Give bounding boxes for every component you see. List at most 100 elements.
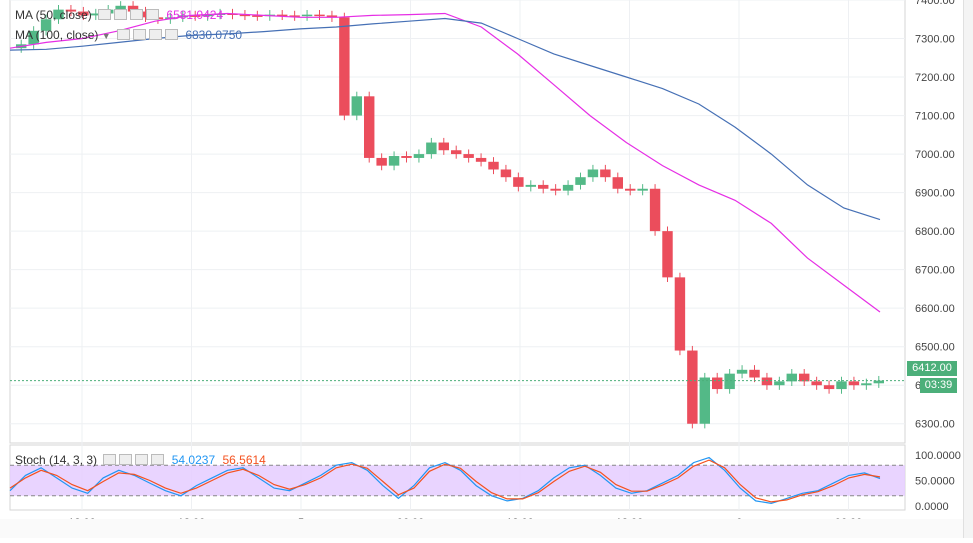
- candle-body: [140, 11, 151, 18]
- candle-body: [40, 19, 52, 31]
- candle-body: [401, 156, 412, 158]
- candle-body: [65, 9, 77, 12]
- candle-body: [538, 184, 549, 189]
- candle-body: [314, 14, 325, 17]
- candle-body: [600, 169, 611, 178]
- candle-body: [525, 184, 536, 187]
- candle-body: [488, 161, 499, 170]
- bottom-scrollbar[interactable]: [0, 519, 963, 538]
- candle-body: [301, 14, 313, 17]
- candle-body: [649, 188, 661, 232]
- collapse-icon[interactable]: ▼: [101, 31, 111, 41]
- more-icon[interactable]: [164, 29, 178, 40]
- stoch-band: [10, 465, 905, 496]
- eye-icon[interactable]: [98, 9, 112, 20]
- candle-body: [351, 96, 362, 116]
- y-tick-label: 7400.00: [915, 0, 955, 7]
- more-icon[interactable]: [151, 454, 165, 465]
- candle-body: [699, 377, 710, 424]
- stoch-tick-label: 50.0000: [915, 476, 955, 488]
- stoch-tick-label: 0.0000: [915, 501, 949, 513]
- candle-body: [451, 150, 462, 155]
- candle-body: [836, 381, 847, 390]
- settings-icon[interactable]: [132, 29, 146, 40]
- candle-body: [861, 383, 872, 386]
- ma50-legend[interactable]: MA (50, close) 6581.0424: [15, 8, 223, 22]
- eye-icon[interactable]: [103, 454, 117, 465]
- candle-body: [761, 377, 773, 386]
- candle-body: [550, 188, 561, 191]
- candle-body: [190, 15, 201, 17]
- ma50-line: [9, 12, 881, 313]
- candle-body: [625, 188, 636, 191]
- candle-body: [587, 169, 599, 178]
- candle-body: [799, 373, 810, 382]
- candle-body: [674, 277, 686, 351]
- y-tick-label: 7100.00: [915, 111, 955, 123]
- ma50-label: MA (50, close): [15, 8, 92, 22]
- stoch-pane: [9, 456, 905, 505]
- candle-body: [277, 14, 288, 17]
- candle-body: [724, 373, 735, 390]
- stoch-d-value: 56.5614: [222, 453, 266, 467]
- countdown-tag: 03:39: [920, 378, 957, 393]
- y-tick-label: 6800.00: [915, 226, 955, 238]
- candle-body: [53, 9, 64, 20]
- candle-body: [575, 177, 586, 185]
- candle-body: [562, 184, 574, 191]
- stoch-k-value: 54.0237: [171, 453, 216, 467]
- y-tick-label: 6900.00: [915, 188, 955, 200]
- candle-body: [774, 381, 785, 386]
- candle-body: [28, 30, 39, 45]
- more-icon[interactable]: [146, 9, 160, 20]
- main-pane-frame: [9, 0, 906, 444]
- y-tick-label: 6600.00: [915, 303, 955, 315]
- candle-body: [687, 350, 698, 424]
- candle-body: [252, 15, 263, 17]
- candle-body: [712, 377, 723, 390]
- last-price-tag: 6412.00: [907, 361, 957, 376]
- candle-body: [848, 381, 860, 386]
- ma100-label: MA (100, close): [15, 28, 99, 42]
- candle-body: [637, 188, 648, 191]
- candle-body: [612, 177, 623, 189]
- candle-body: [463, 154, 474, 158]
- right-scrollbar[interactable]: [963, 0, 973, 538]
- candle-body: [823, 385, 835, 390]
- candle-body: [736, 369, 748, 374]
- candle-body: [873, 380, 884, 384]
- candle-body: [475, 157, 487, 162]
- candle-body: [811, 381, 822, 386]
- candle-body: [202, 14, 213, 17]
- candle-body: [500, 169, 512, 178]
- stoch-d-line: [9, 459, 881, 503]
- candle-body: [127, 5, 139, 12]
- y-tick-label: 7000.00: [915, 149, 955, 161]
- close-icon[interactable]: [130, 9, 144, 20]
- y-tick-label: 7300.00: [915, 34, 955, 46]
- candle-body: [749, 369, 760, 378]
- candle-body: [239, 14, 251, 17]
- stoch-k-line: [9, 456, 881, 505]
- ma100-legend[interactable]: MA (100, close) ▼ 6830.0750: [15, 28, 242, 42]
- candle-body: [115, 5, 126, 10]
- candle-body: [662, 231, 673, 278]
- candle-body: [513, 177, 524, 187]
- stoch-label: Stoch (14, 3, 3): [15, 453, 98, 467]
- candle-body: [339, 17, 350, 116]
- candle-body: [786, 373, 797, 382]
- eye-icon[interactable]: [116, 29, 130, 40]
- candle-body: [289, 15, 300, 17]
- ma100-value: 6830.0750: [185, 28, 243, 42]
- settings-icon[interactable]: [119, 454, 133, 465]
- candle-body: [326, 15, 338, 18]
- candle-body: [90, 13, 101, 16]
- settings-icon[interactable]: [114, 9, 128, 20]
- y-tick-label: 6700.00: [915, 265, 955, 277]
- stoch-legend[interactable]: Stoch (14, 3, 3) 54.0237 56.5614: [15, 453, 266, 467]
- y-tick-label: 6300.00: [915, 419, 955, 431]
- close-icon[interactable]: [148, 29, 162, 40]
- close-icon[interactable]: [135, 454, 149, 465]
